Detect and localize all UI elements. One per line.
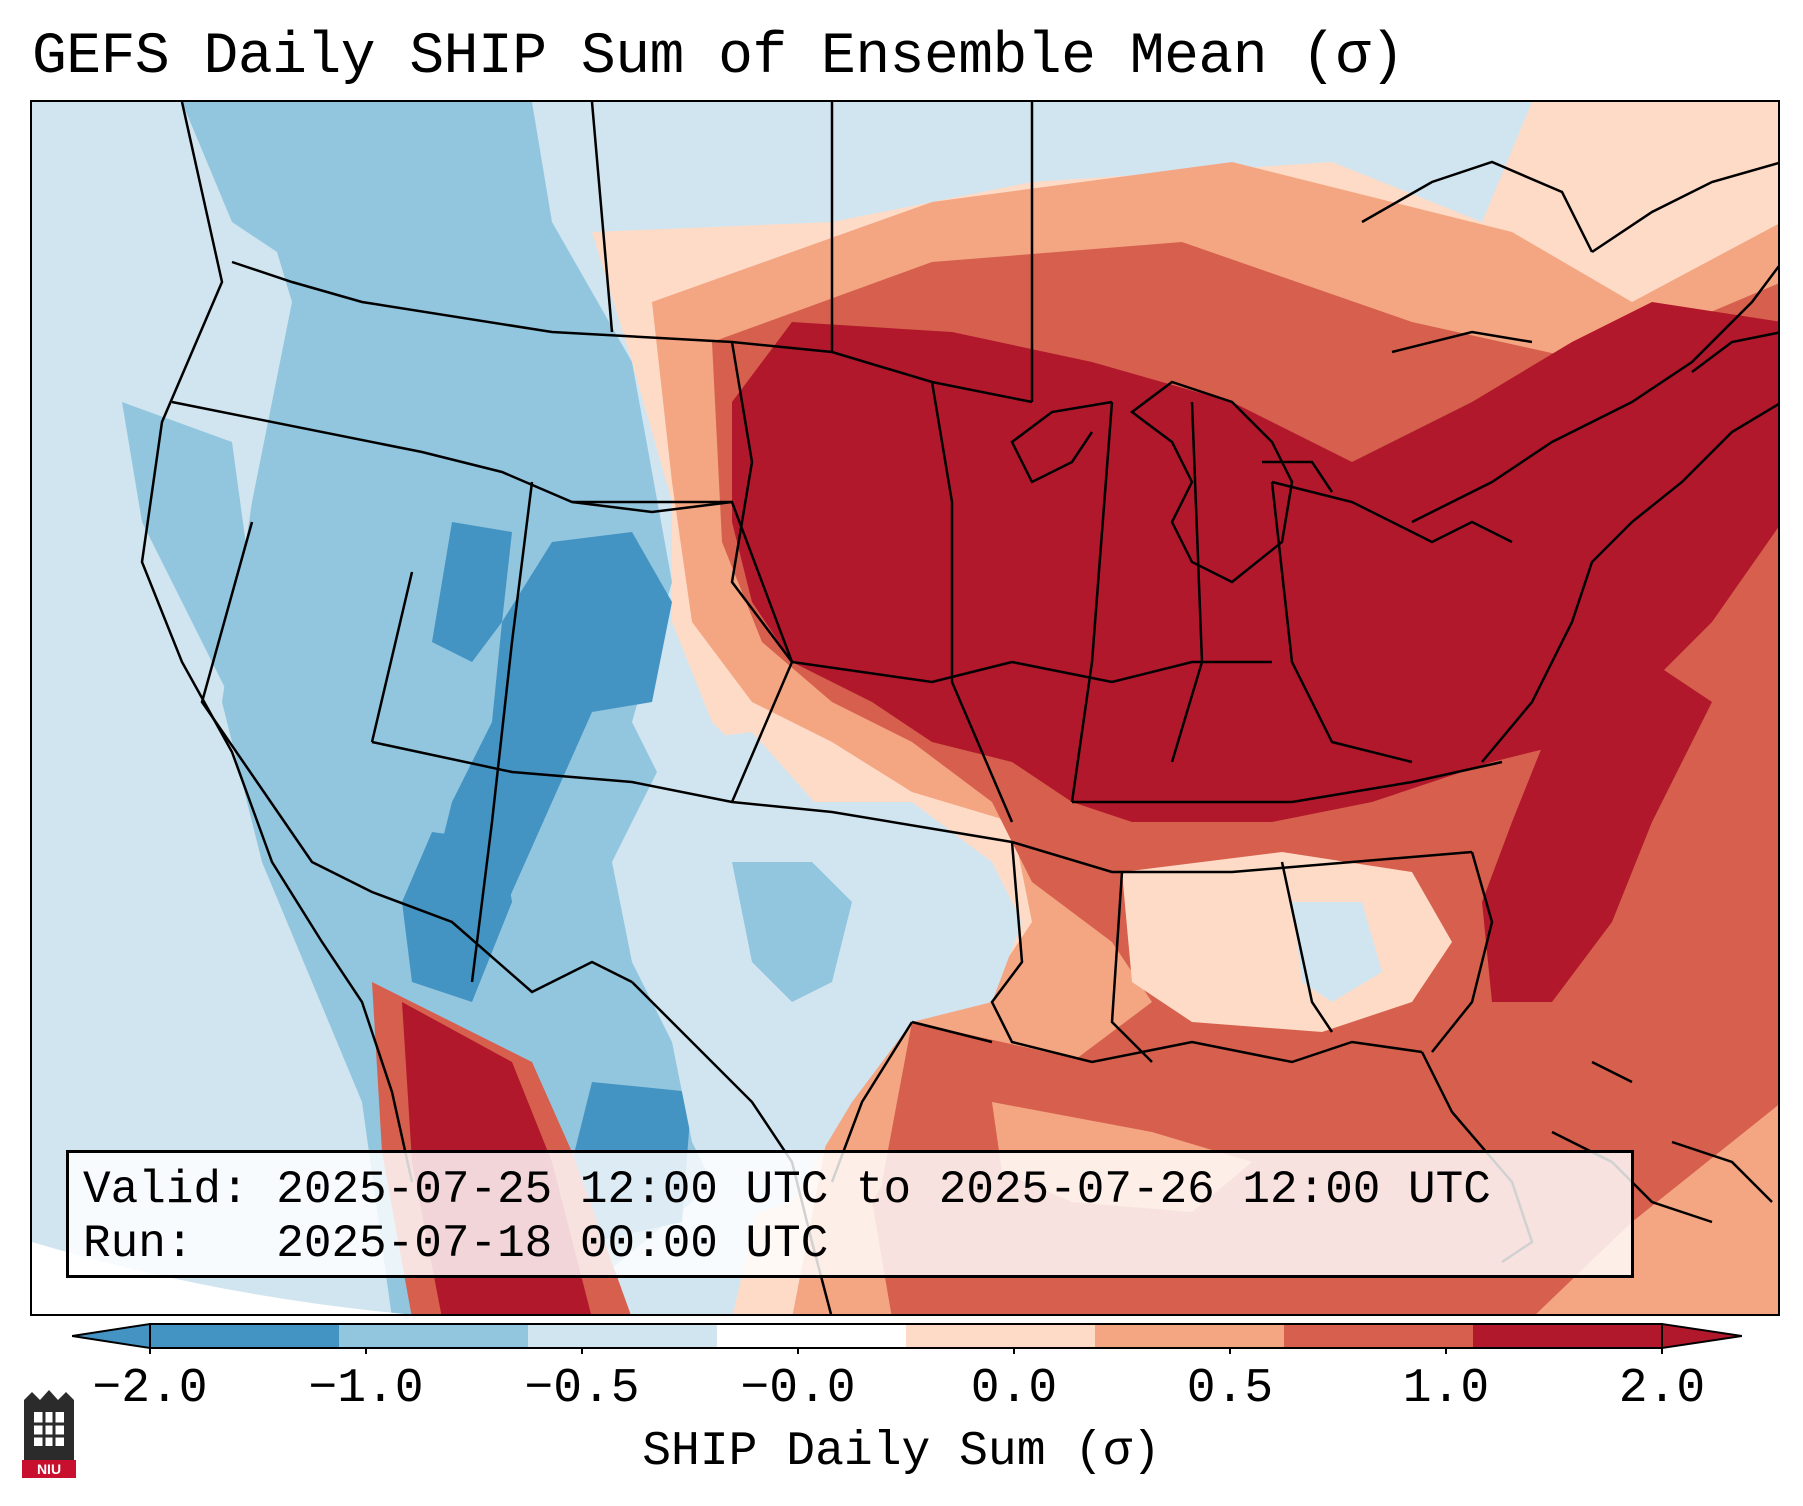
colorbar-segment bbox=[1095, 1324, 1285, 1348]
run-time-text: Run: 2025-07-18 00:00 UTC bbox=[83, 1218, 829, 1270]
region-georgia-cool bbox=[1292, 902, 1382, 1002]
niu-logo-text: NIU bbox=[37, 1461, 61, 1477]
region-intermountain-cool bbox=[222, 102, 752, 1314]
map-panel bbox=[30, 100, 1780, 1316]
colorbar-tick-label: −0.0 bbox=[740, 1362, 856, 1416]
colorbar-segment bbox=[906, 1324, 1096, 1348]
colorbar-segment bbox=[1284, 1324, 1474, 1348]
colorbar-segment bbox=[1473, 1324, 1663, 1348]
ship-field-map bbox=[32, 102, 1778, 1314]
valid-time-text: Valid: 2025-07-25 12:00 UTC to 2025-07-2… bbox=[83, 1164, 1491, 1216]
colorbar-segment bbox=[528, 1324, 718, 1348]
colorbar-ticks bbox=[149, 1348, 1663, 1354]
colorbar-segments bbox=[150, 1324, 1663, 1348]
niu-logo-icon: NIU bbox=[22, 1390, 76, 1478]
colorbar-extend-high bbox=[1661, 1322, 1742, 1350]
colorbar-label: SHIP Daily Sum (σ) bbox=[642, 1425, 1161, 1479]
colorbar-tick-label: 1.0 bbox=[1402, 1362, 1490, 1416]
region-pacific-northwest-cool bbox=[182, 102, 372, 262]
colorbar-tick-label: −1.0 bbox=[308, 1362, 424, 1416]
colorbar bbox=[72, 1322, 1742, 1354]
region-utah-strong bbox=[432, 522, 512, 662]
colorbar-tick-label: −2.0 bbox=[92, 1362, 208, 1416]
chart-title: GEFS Daily SHIP Sum of Ensemble Mean (σ) bbox=[32, 25, 1405, 90]
colorbar-tick-label: 0.0 bbox=[970, 1362, 1058, 1416]
region-deep-south-light bbox=[1122, 852, 1452, 1032]
colorbar-segment bbox=[150, 1324, 340, 1348]
colorbar-segment bbox=[717, 1324, 907, 1348]
region-texas-cool-moderate bbox=[732, 862, 852, 1002]
region-southeast-atlantic-strong bbox=[1482, 662, 1712, 1002]
colorbar-tick-label: 0.5 bbox=[1186, 1362, 1274, 1416]
colorbar-extend-low bbox=[72, 1322, 151, 1350]
colorbar-tick-label: −0.5 bbox=[524, 1362, 640, 1416]
valid-run-info-box: Valid: 2025-07-25 12:00 UTC to 2025-07-2… bbox=[66, 1150, 1634, 1278]
colorbar-segment bbox=[339, 1324, 529, 1348]
colorbar-tick-label: 2.0 bbox=[1618, 1362, 1706, 1416]
colorbar-border bbox=[149, 1323, 1663, 1349]
map-projection-edge bbox=[32, 1242, 405, 1314]
